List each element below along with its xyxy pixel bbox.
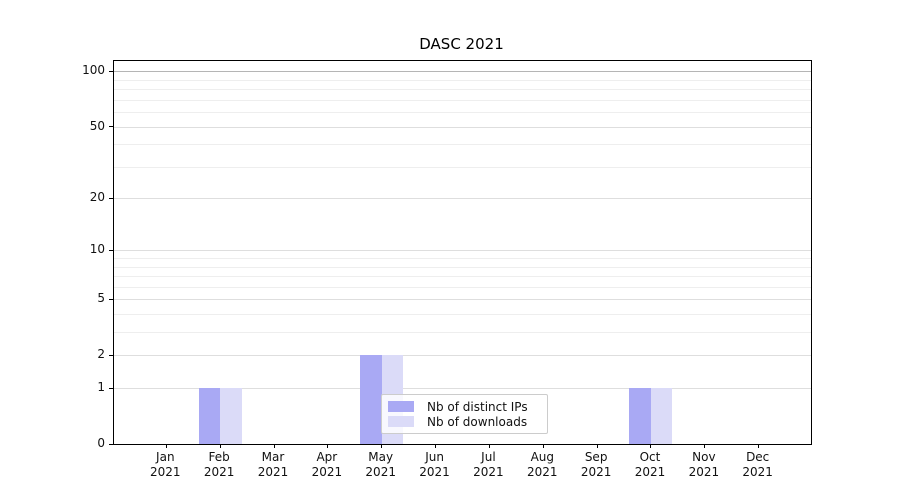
legend-label-downloads: Nb of downloads <box>427 414 528 429</box>
x-tick-month: May <box>368 450 394 464</box>
y-tick-label: 20 <box>89 190 105 205</box>
bar-distinct-ips-oct <box>629 388 651 444</box>
y-tick <box>109 70 113 72</box>
gridline-major <box>114 250 811 252</box>
x-tick-month: Dec <box>746 450 770 464</box>
gridline-minor <box>114 89 811 91</box>
legend-entry-downloads: Nb of downloads <box>388 414 541 429</box>
legend: Nb of distinct IPs Nb of downloads <box>381 394 548 434</box>
x-tick-label: Mar 2021 <box>241 450 305 480</box>
x-tick-label: Sep 2021 <box>564 450 628 480</box>
x-tick-label: Aug 2021 <box>510 450 574 480</box>
x-tick-year: 2021 <box>580 465 612 479</box>
gridline-minor <box>114 332 811 334</box>
gridline-major <box>114 198 811 200</box>
x-tick-month: Oct <box>639 450 661 464</box>
y-tick <box>109 298 113 300</box>
x-tick <box>704 444 706 448</box>
x-tick-year: 2021 <box>203 465 235 479</box>
x-tick-label: Apr 2021 <box>295 450 359 480</box>
gridline-minor <box>114 258 811 260</box>
gridline-minor <box>114 99 811 101</box>
y-tick <box>109 354 113 356</box>
gridline-major <box>114 126 811 128</box>
x-tick <box>596 444 598 448</box>
gridline-minor <box>114 276 811 278</box>
x-tick <box>435 444 437 448</box>
x-tick-year: 2021 <box>419 465 450 479</box>
bar-downloads-feb <box>220 388 242 444</box>
x-tick <box>758 444 760 448</box>
gridline-minor <box>114 266 811 268</box>
x-tick-year: 2021 <box>150 465 181 479</box>
x-tick <box>650 444 652 448</box>
x-tick <box>165 444 167 448</box>
x-tick-month: Aug <box>530 450 554 464</box>
x-tick-label: Feb 2021 <box>187 450 251 480</box>
x-tick-label: Jun 2021 <box>403 450 467 480</box>
x-tick-month: Mar <box>261 450 285 464</box>
x-tick-year: 2021 <box>257 465 289 479</box>
x-tick-label: May 2021 <box>349 450 413 480</box>
bar-distinct-ips-feb <box>198 388 221 444</box>
x-tick-year: 2021 <box>365 465 396 479</box>
gridline-major <box>114 355 811 357</box>
x-tick-month: Feb <box>208 450 230 464</box>
legend-swatch-distinct-ips <box>388 401 414 412</box>
x-tick-year: 2021 <box>688 465 720 479</box>
x-tick-label: Oct 2021 <box>618 450 682 480</box>
legend-label-distinct-ips: Nb of distinct IPs <box>427 399 528 414</box>
x-tick-month: Jun <box>425 450 444 464</box>
y-tick-label: 100 <box>82 63 105 78</box>
y-tick-label: 50 <box>89 118 105 133</box>
y-tick-label: 0 <box>97 436 105 450</box>
x-tick-month: Apr <box>316 450 338 464</box>
x-tick-label: Dec 2021 <box>726 450 790 480</box>
gridline-minor <box>114 144 811 146</box>
gridline-minor <box>114 112 811 114</box>
y-tick-label: 10 <box>89 242 105 257</box>
x-tick-year: 2021 <box>311 465 343 479</box>
y-tick-label: 5 <box>97 291 105 306</box>
chart-title: DASC 2021 <box>419 35 504 53</box>
y-tick <box>109 249 113 251</box>
x-tick-month: Jan <box>156 450 175 464</box>
y-tick <box>109 126 113 128</box>
x-tick-year: 2021 <box>742 465 773 479</box>
x-tick-label: Jul 2021 <box>456 450 520 480</box>
x-tick-year: 2021 <box>634 465 666 479</box>
gridline-major <box>114 299 811 301</box>
legend-swatch-downloads <box>388 416 414 427</box>
x-tick <box>542 444 544 448</box>
gridline-minor <box>114 314 811 316</box>
plot-area: Nb of distinct IPs Nb of downloads <box>109 60 812 448</box>
x-tick <box>273 444 275 448</box>
x-tick <box>488 444 490 448</box>
y-tick <box>109 197 113 199</box>
x-tick-label: Nov 2021 <box>672 450 736 480</box>
gridline-major <box>114 388 811 390</box>
x-tick <box>327 444 329 448</box>
y-tick <box>109 387 113 389</box>
gridline-major <box>114 71 811 73</box>
bar-downloads-oct <box>650 388 673 444</box>
bar-distinct-ips-may <box>360 355 382 444</box>
y-tick-label: 2 <box>97 347 105 362</box>
gridline-minor <box>114 79 811 81</box>
gridline-minor <box>114 166 811 168</box>
gridline-minor <box>114 286 811 288</box>
x-tick <box>219 444 221 448</box>
x-tick-year: 2021 <box>473 465 504 479</box>
y-tick-label: 1 <box>97 380 105 395</box>
x-tick-label: Jan 2021 <box>133 450 197 480</box>
x-tick-year: 2021 <box>527 465 558 479</box>
x-tick-month: Sep <box>584 450 608 464</box>
x-tick <box>381 444 383 448</box>
y-tick <box>109 443 113 445</box>
x-tick-month: Nov <box>692 450 716 464</box>
x-tick-month: Jul <box>481 450 496 464</box>
legend-entry-distinct-ips: Nb of distinct IPs <box>388 399 541 414</box>
